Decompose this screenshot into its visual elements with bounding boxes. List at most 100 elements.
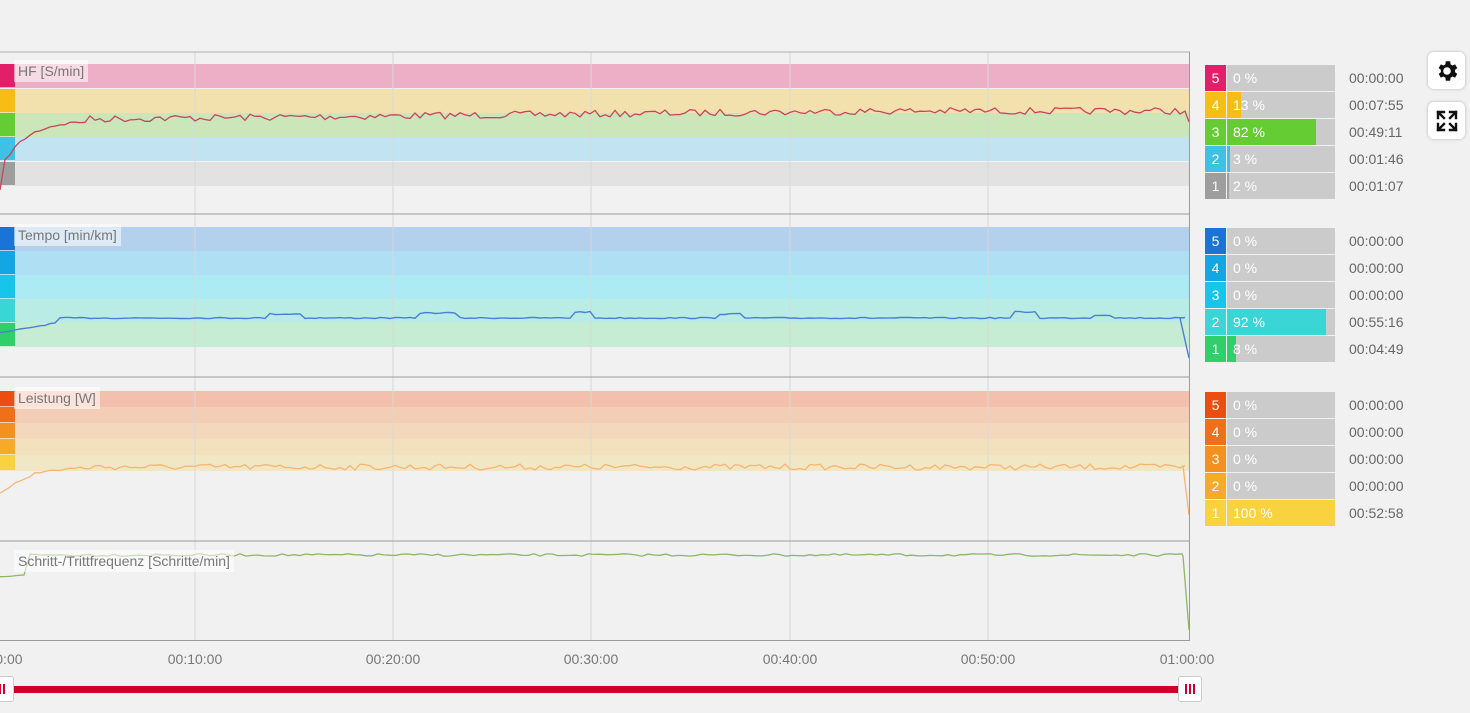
- zone-number: 3: [1205, 119, 1226, 145]
- zone-percent: 0 %: [1233, 478, 1258, 494]
- hf-line: [0, 106, 1190, 191]
- hf-panel-label: HF [S/min]: [14, 60, 89, 82]
- fullscreen-button[interactable]: [1428, 102, 1465, 139]
- expand-icon: [1435, 109, 1458, 132]
- power-zone-marker: [0, 439, 15, 454]
- power-zone-band: [0, 423, 1189, 439]
- zone-duration: 00:49:11: [1349, 124, 1403, 140]
- zone-bar: 0 %: [1227, 446, 1335, 472]
- zone-number: 5: [1205, 228, 1226, 254]
- hf-zone-marker: [0, 89, 15, 112]
- tempo-zone-marker: [0, 275, 15, 298]
- power-zone-marker: [0, 423, 15, 438]
- tempo-zone-band: [0, 227, 1189, 251]
- zone-bar: 0 %: [1227, 392, 1335, 418]
- tempo-zone-band: [0, 299, 1189, 323]
- zone-percent: 13 %: [1233, 97, 1265, 113]
- zone-bar: 0 %: [1227, 282, 1335, 308]
- activity-chart: [0, 51, 1190, 641]
- zone-duration: 00:00:00: [1349, 424, 1404, 440]
- time-tick: 01:00:00: [1159, 651, 1215, 667]
- zone-duration: 00:00:00: [1349, 233, 1404, 249]
- zone-bar: 0 %: [1227, 255, 1335, 281]
- zone-duration: 00:00:00: [1349, 478, 1404, 494]
- zone-number: 3: [1205, 446, 1226, 472]
- tempo-zone-band: [0, 251, 1189, 275]
- tempo-zone-marker: [0, 227, 15, 250]
- zone-duration: 00:04:49: [1349, 341, 1404, 357]
- zone-percent: 0 %: [1233, 287, 1258, 303]
- zone-bar: 8 %: [1227, 336, 1335, 362]
- zone-bar-fill: [1227, 500, 1335, 526]
- zone-bar: 82 %: [1227, 119, 1335, 145]
- tempo-zone-marker: [0, 299, 15, 322]
- zone-bar-fill: [1227, 173, 1230, 199]
- zone-bar: 92 %: [1227, 309, 1335, 335]
- power-zone-band: [0, 391, 1189, 407]
- zone-duration: 00:00:00: [1349, 451, 1404, 467]
- tempo-zone-band: [0, 275, 1189, 299]
- power-zone-band: [0, 439, 1189, 455]
- tempo-panel-label: Tempo [min/km]: [14, 224, 121, 246]
- zone-bar: 0 %: [1227, 473, 1335, 499]
- power-zone-marker: [0, 407, 15, 422]
- zone-percent: 0 %: [1233, 397, 1258, 413]
- hf-zone-band: [0, 89, 1189, 113]
- zone-duration: 00:07:55: [1349, 97, 1404, 113]
- time-tick: 00:30:00: [563, 651, 619, 667]
- cadence-panel-label: Schritt-/Trittfrequenz [Schritte/min]: [14, 550, 234, 572]
- power-panel-label: Leistung [W]: [14, 387, 100, 409]
- hf-zone-marker: [0, 113, 15, 136]
- gear-icon: [1438, 60, 1457, 81]
- time-tick: 00:50:00: [960, 651, 1016, 667]
- zone-bar: 0 %: [1227, 65, 1335, 91]
- zone-number: 2: [1205, 473, 1226, 499]
- power-line: [0, 463, 1190, 516]
- zone-bar-fill: [1227, 92, 1242, 118]
- zone-percent: 0 %: [1233, 70, 1258, 86]
- tempo-zone-band: [0, 323, 1189, 347]
- zone-duration: 00:00:00: [1349, 397, 1404, 413]
- zone-duration: 00:00:00: [1349, 287, 1404, 303]
- time-tick: 00:10:00: [167, 651, 223, 667]
- hf-zone-band: [0, 113, 1189, 137]
- zone-number: 1: [1205, 500, 1226, 526]
- time-tick: 00:40:00: [762, 651, 818, 667]
- power-zone-marker: [0, 455, 15, 470]
- hf-zone-marker: [0, 137, 15, 160]
- power-zone-marker: [0, 391, 15, 406]
- zone-number: 5: [1205, 65, 1226, 91]
- time-range-slider-track[interactable]: [0, 686, 1192, 693]
- tempo-zone-marker: [0, 251, 15, 274]
- zone-bar-fill: [1227, 309, 1327, 335]
- zone-percent: 0 %: [1233, 424, 1258, 440]
- zone-bar: 2 %: [1227, 173, 1335, 199]
- hf-zone-band: [0, 162, 1189, 186]
- zone-number: 5: [1205, 392, 1226, 418]
- zone-number: 1: [1205, 336, 1226, 362]
- zone-percent: 8 %: [1233, 341, 1258, 357]
- zone-number: 4: [1205, 92, 1226, 118]
- zone-duration: 00:52:58: [1349, 505, 1404, 521]
- zone-percent: 82 %: [1233, 124, 1265, 140]
- zone-number: 4: [1205, 255, 1226, 281]
- zone-duration: 00:00:00: [1349, 260, 1404, 276]
- zone-bar-fill: [1227, 336, 1236, 362]
- zone-number: 3: [1205, 282, 1226, 308]
- zone-number: 2: [1205, 309, 1226, 335]
- zone-percent: 3 %: [1233, 151, 1258, 167]
- zone-percent: 0 %: [1233, 451, 1258, 467]
- hf-zone-band: [0, 64, 1189, 88]
- time-tick: 00:20:00: [365, 651, 421, 667]
- zone-duration: 00:55:16: [1349, 314, 1404, 330]
- zone-number: 4: [1205, 419, 1226, 445]
- zone-bar: 100 %: [1227, 500, 1335, 526]
- zone-duration: 00:01:07: [1349, 178, 1404, 194]
- zone-bar: 13 %: [1227, 92, 1335, 118]
- zone-number: 1: [1205, 173, 1226, 199]
- slider-start-handle[interactable]: [0, 676, 14, 702]
- zone-percent: 100 %: [1233, 505, 1273, 521]
- slider-end-handle[interactable]: [1178, 676, 1202, 702]
- settings-button[interactable]: [1428, 52, 1465, 89]
- zone-percent: 2 %: [1233, 178, 1258, 194]
